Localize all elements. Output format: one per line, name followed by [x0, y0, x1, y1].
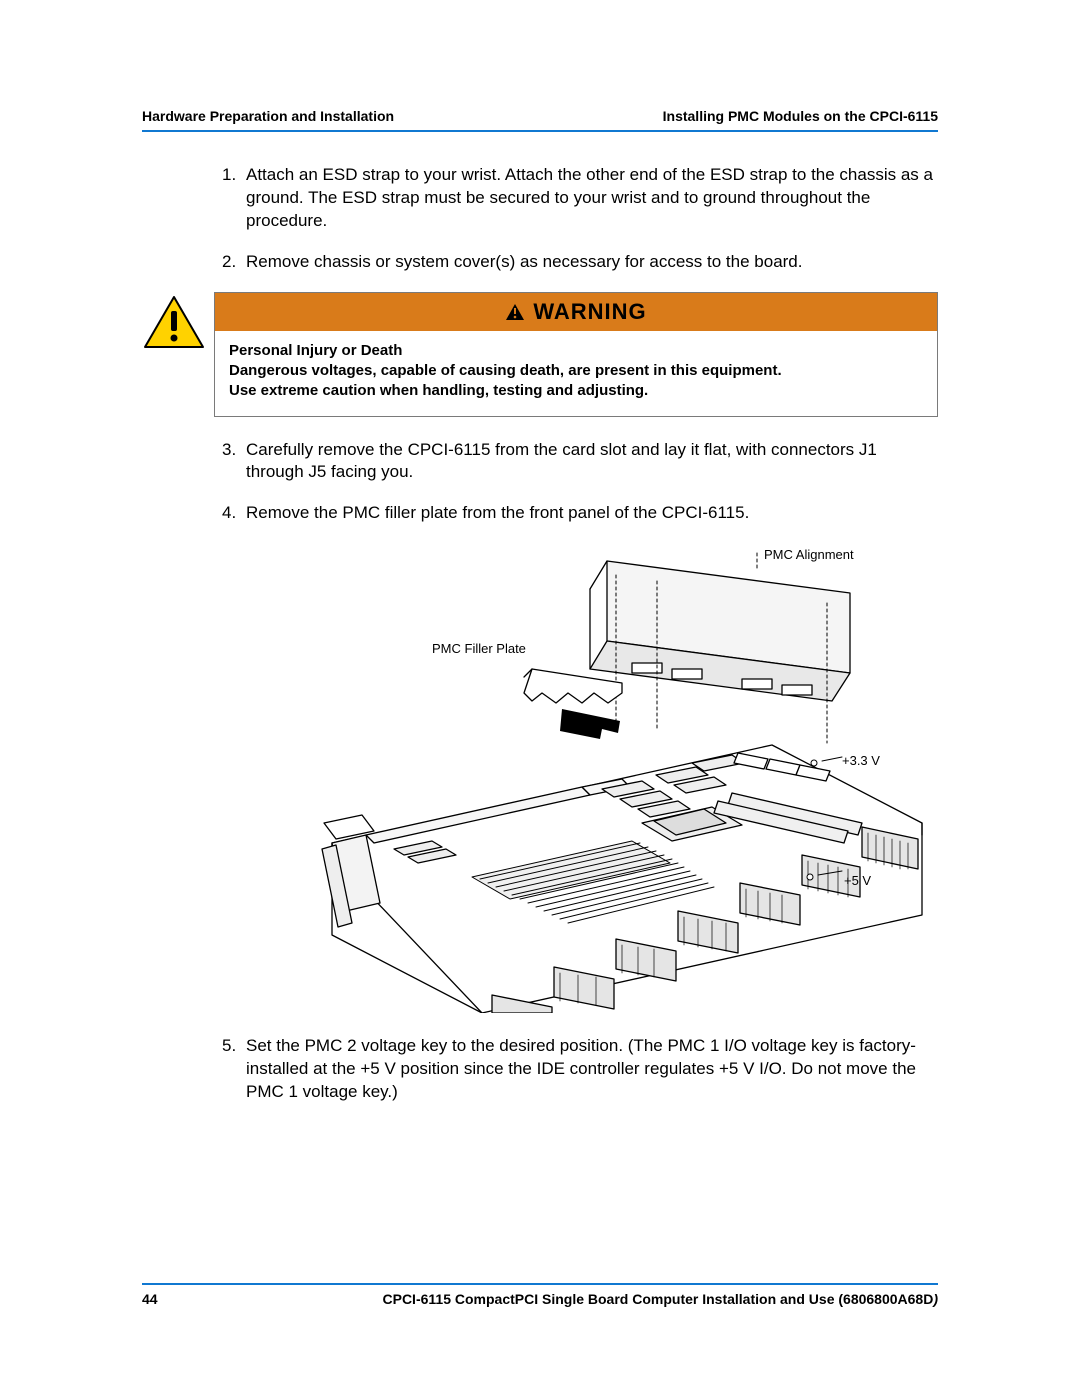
page-number: 44 — [142, 1291, 158, 1307]
step-3: 3. Carefully remove the CPCI-6115 from t… — [222, 439, 934, 485]
diagram-label-5v: +5 V — [844, 873, 871, 888]
step-number: 2. — [222, 251, 246, 274]
step-2: 2. Remove chassis or system cover(s) as … — [222, 251, 934, 274]
warning-triangle-icon — [142, 294, 206, 350]
step-number: 1. — [222, 164, 246, 233]
warning-box: WARNING Personal Injury or Death Dangero… — [214, 292, 938, 417]
page-header: Hardware Preparation and Installation In… — [142, 108, 938, 124]
footer-doc-title-suffix: ) — [933, 1291, 938, 1307]
step-5: 5. Set the PMC 2 voltage key to the desi… — [222, 1035, 934, 1104]
diagram-label-pmc-alignment: PMC Alignment — [764, 547, 854, 562]
step-number: 3. — [222, 439, 246, 485]
step-text: Set the PMC 2 voltage key to the desired… — [246, 1035, 934, 1104]
step-text: Carefully remove the CPCI-6115 from the … — [246, 439, 934, 485]
header-left: Hardware Preparation and Installation — [142, 108, 394, 124]
footer-doc-title-main: CPCI-6115 CompactPCI Single Board Comput… — [383, 1291, 934, 1307]
warning-small-icon — [505, 303, 525, 321]
warning-banner-label: WARNING — [533, 299, 646, 325]
footer-rule — [142, 1283, 938, 1285]
assembly-diagram: PMC Alignment PMC Filler Plate +3.3 V +5… — [302, 543, 942, 1013]
step-number: 5. — [222, 1035, 246, 1104]
step-4: 4. Remove the PMC filler plate from the … — [222, 502, 934, 525]
page-footer: 44 CPCI-6115 CompactPCI Single Board Com… — [142, 1283, 938, 1307]
step-1: 1. Attach an ESD strap to your wrist. At… — [222, 164, 934, 233]
warning-block: WARNING Personal Injury or Death Dangero… — [142, 292, 938, 417]
diagram-label-3v3: +3.3 V — [842, 753, 880, 768]
footer-doc-title: CPCI-6115 CompactPCI Single Board Comput… — [158, 1291, 938, 1307]
warning-heading: Personal Injury or Death — [229, 341, 923, 361]
warning-line-1: Dangerous voltages, capable of causing d… — [229, 361, 923, 381]
step-text: Attach an ESD strap to your wrist. Attac… — [246, 164, 934, 233]
warning-body: Personal Injury or Death Dangerous volta… — [215, 331, 937, 416]
diagram-svg — [302, 543, 942, 1013]
step-text: Remove the PMC filler plate from the fro… — [246, 502, 934, 525]
diagram-label-pmc-filler-plate: PMC Filler Plate — [432, 641, 526, 656]
step-number: 4. — [222, 502, 246, 525]
page: Hardware Preparation and Installation In… — [0, 0, 1080, 1397]
step-text: Remove chassis or system cover(s) as nec… — [246, 251, 934, 274]
header-rule — [142, 130, 938, 132]
warning-line-2: Use extreme caution when handling, testi… — [229, 381, 923, 401]
header-right: Installing PMC Modules on the CPCI-6115 — [663, 108, 938, 124]
warning-banner: WARNING — [215, 293, 937, 331]
